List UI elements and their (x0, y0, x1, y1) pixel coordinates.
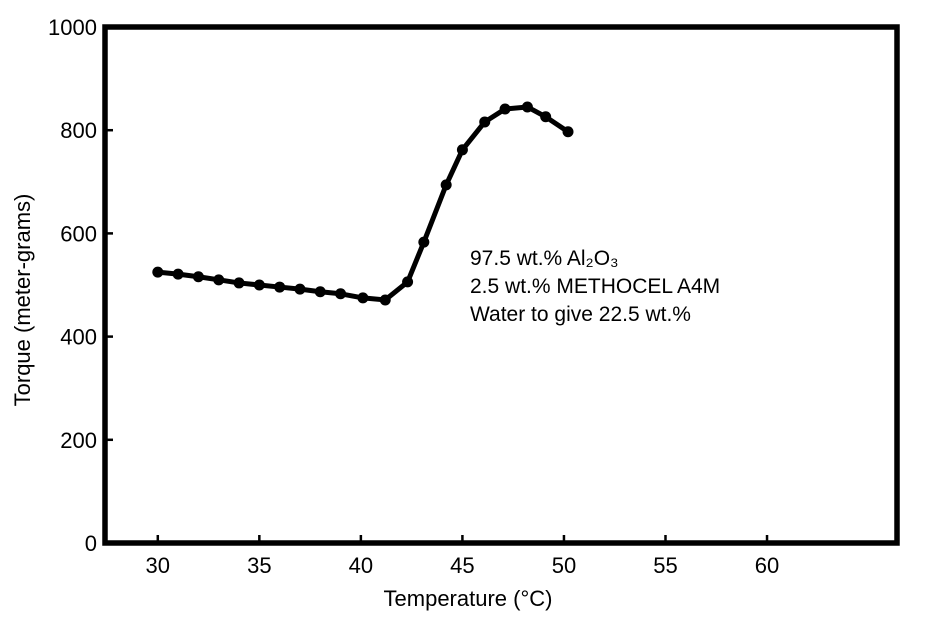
x-tick-label: 35 (247, 553, 271, 578)
data-point (233, 277, 245, 289)
y-tick-label: 800 (60, 118, 97, 143)
y-tick-label: 0 (85, 531, 97, 556)
x-tick-label: 55 (653, 553, 677, 578)
y-tick-label: 600 (60, 221, 97, 246)
data-point (274, 281, 286, 293)
data-point (562, 126, 574, 138)
data-point (499, 103, 511, 115)
data-point (253, 279, 265, 291)
data-point (402, 276, 414, 288)
data-point (379, 294, 391, 306)
y-tick-label: 1000 (48, 15, 97, 40)
data-point (456, 144, 468, 156)
x-tick-label: 40 (349, 553, 373, 578)
data-point (192, 271, 204, 283)
data-point (213, 274, 225, 286)
plot-frame-border (102, 24, 900, 546)
plot-frame (102, 24, 900, 546)
data-point (314, 286, 326, 298)
data-point (294, 283, 306, 295)
x-tick-label: 30 (146, 553, 170, 578)
annotation-line-3: Water to give 22.5 wt.% (470, 303, 691, 326)
y-tick-label: 200 (60, 428, 97, 453)
x-tick-label: 60 (755, 553, 779, 578)
data-point (152, 266, 164, 278)
annotation-line-2: 2.5 wt.% METHOCEL A4M (470, 275, 720, 298)
axis-ticks (105, 128, 769, 543)
data-series-line (155, 104, 571, 303)
data-point (357, 292, 369, 304)
data-series (152, 101, 574, 306)
data-point (172, 268, 184, 280)
data-point (440, 179, 452, 191)
data-point (418, 236, 430, 248)
annotation-line-1: 97.5 wt.% Al₂O₃ (470, 247, 619, 270)
composition-annotation: 97.5 wt.% Al₂O₃ 2.5 wt.% METHOCEL A4M Wa… (470, 247, 720, 326)
data-point (479, 116, 491, 128)
x-tick-label: 45 (450, 553, 474, 578)
data-point (521, 101, 533, 113)
x-axis-label: Temperature (°C) (384, 586, 553, 611)
data-point (335, 288, 347, 300)
y-tick-label: 400 (60, 325, 97, 350)
data-point (540, 111, 552, 123)
y-axis-label: Torque (meter-grams) (10, 194, 35, 407)
x-tick-label: 50 (552, 553, 576, 578)
